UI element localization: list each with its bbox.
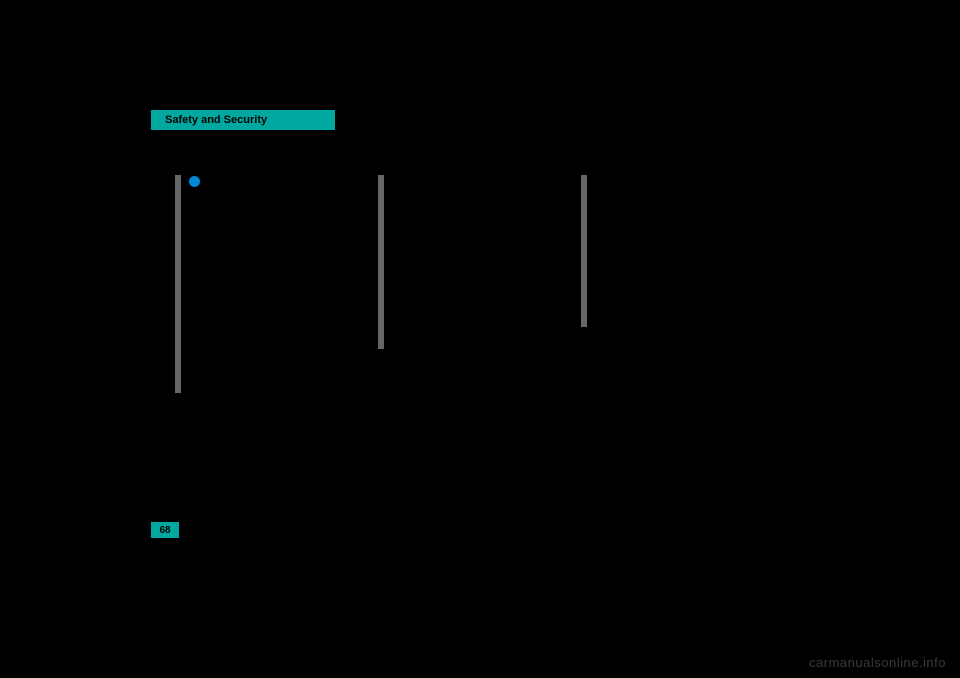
section-header-label: Safety and Security [165,114,267,126]
column-bar-3 [581,175,587,327]
column-bar-1 [175,175,181,393]
section-header-tab: Safety and Security [151,110,335,130]
watermark-label: carmanualsonline.info [809,655,946,670]
page-container: Safety and Security 68 carmanualsonline.… [0,0,960,678]
column-bar-2 [378,175,384,349]
page-number: 68 [151,522,179,538]
info-icon [189,176,200,187]
page-number-value: 68 [159,525,170,536]
watermark-text: carmanualsonline.info [809,655,946,670]
